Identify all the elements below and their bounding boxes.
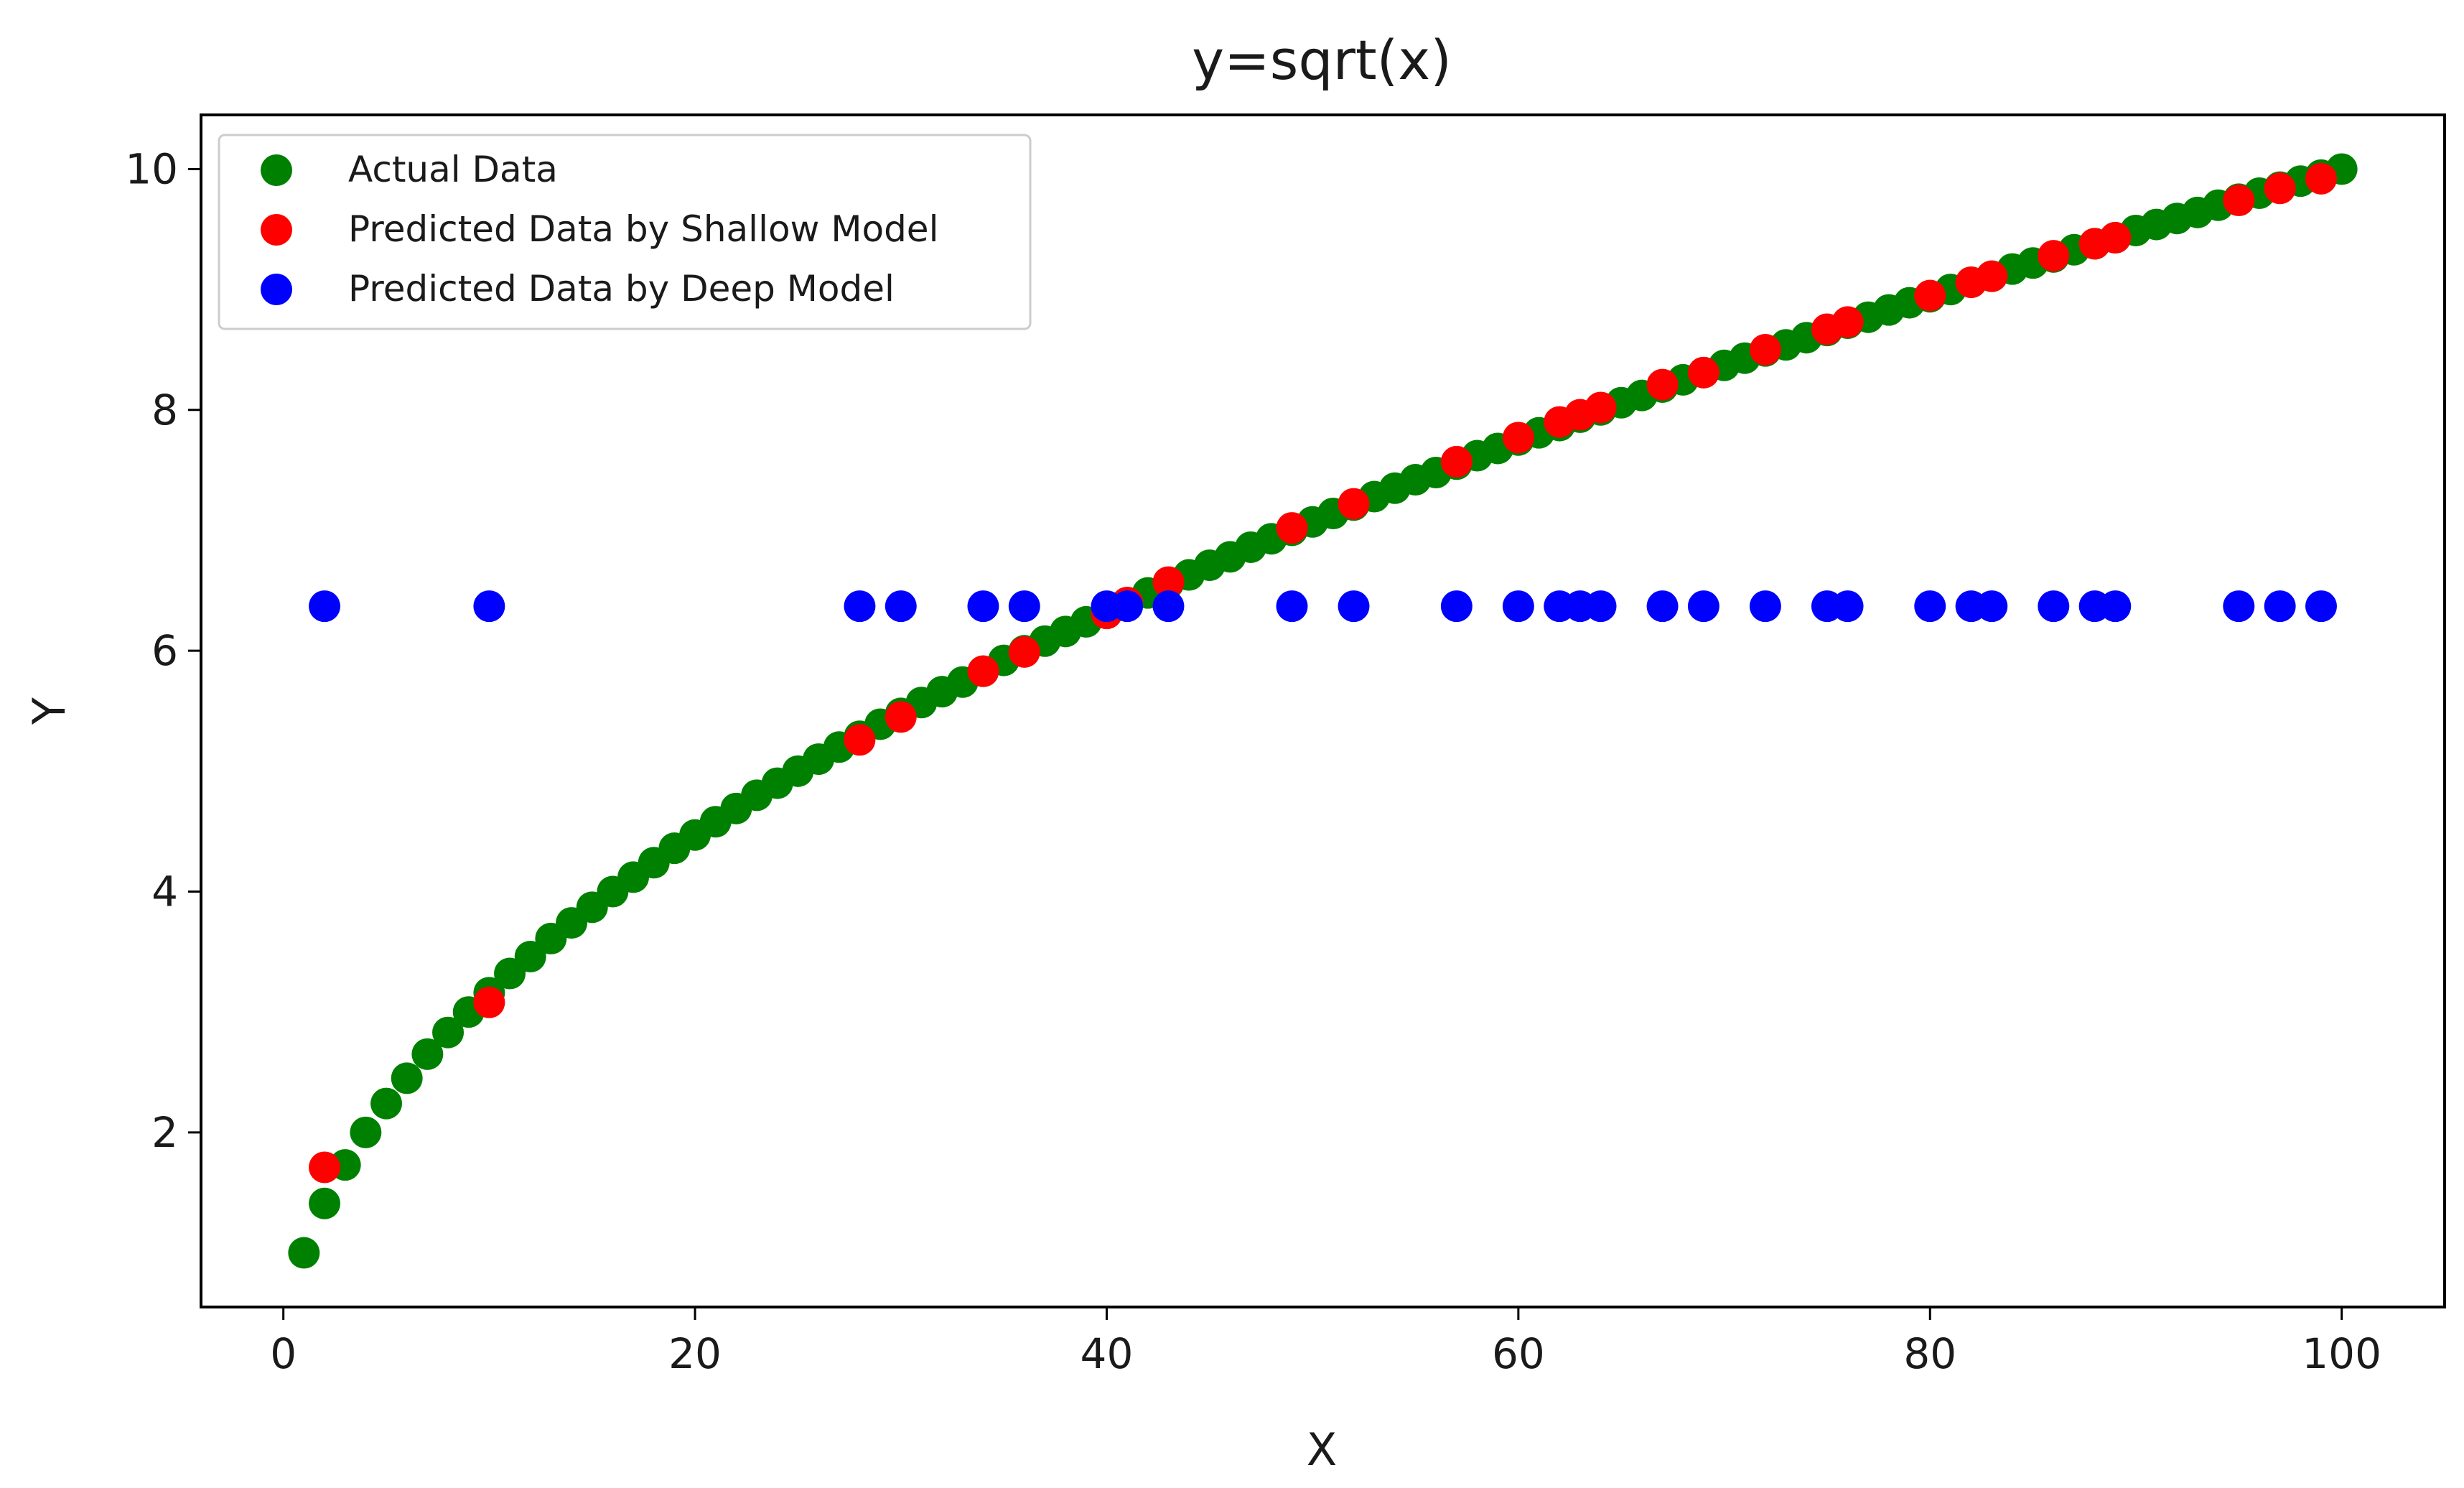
data-point xyxy=(1976,260,2008,292)
data-point xyxy=(2038,240,2070,272)
data-point xyxy=(1008,590,1040,623)
data-point xyxy=(1440,590,1473,623)
data-point xyxy=(1687,590,1719,623)
data-series xyxy=(288,153,2358,1269)
data-point xyxy=(844,590,876,623)
data-point xyxy=(1749,333,1781,366)
series-predicted-data-by-deep-model xyxy=(309,590,2337,623)
data-point xyxy=(2223,590,2255,623)
data-point xyxy=(1976,590,2008,623)
data-point xyxy=(1152,590,1185,623)
data-point xyxy=(1585,391,1617,424)
x-axis-ticks: 0 20 40 60 80 100 xyxy=(270,1307,2381,1378)
data-point xyxy=(1914,279,1946,312)
data-point xyxy=(391,1062,423,1094)
series-predicted-data-by-shallow-model xyxy=(309,162,2337,1184)
data-point xyxy=(885,590,917,623)
data-point xyxy=(1152,566,1185,598)
x-tick-label: 40 xyxy=(1081,1329,1134,1378)
legend: Actual Data Predicted Data by Shallow Mo… xyxy=(218,134,1032,330)
data-point xyxy=(1502,590,1534,623)
legend-marker-deep xyxy=(261,274,292,305)
data-point xyxy=(2223,185,2255,217)
x-tick-label: 20 xyxy=(668,1329,722,1378)
data-point xyxy=(1276,512,1308,544)
y-axis-ticks: 2 4 6 8 10 xyxy=(125,144,201,1157)
y-tick-label: 10 xyxy=(125,144,178,193)
legend-label-deep: Predicted Data by Deep Model xyxy=(348,268,895,310)
legend-marker-actual xyxy=(261,154,292,186)
data-point xyxy=(514,941,546,973)
data-point xyxy=(288,1237,320,1269)
y-tick-label: 6 xyxy=(151,626,178,675)
data-point xyxy=(1749,590,1781,623)
data-point xyxy=(2099,590,2132,623)
x-tick-label: 100 xyxy=(2302,1329,2381,1378)
data-point xyxy=(1276,590,1308,623)
data-point xyxy=(350,1116,382,1148)
data-point xyxy=(1502,422,1534,454)
data-point xyxy=(2038,590,2070,623)
data-point xyxy=(2099,222,2132,254)
data-point xyxy=(473,590,505,623)
data-point xyxy=(1585,590,1617,623)
data-point xyxy=(2305,590,2337,623)
data-point xyxy=(309,1151,341,1184)
data-point xyxy=(1338,590,1370,623)
data-point xyxy=(1338,488,1370,520)
data-point xyxy=(432,1016,465,1048)
y-tick-label: 8 xyxy=(151,386,178,434)
data-point xyxy=(2264,590,2296,623)
data-point xyxy=(1646,590,1679,623)
x-tick-label: 0 xyxy=(270,1329,297,1378)
data-point xyxy=(1687,356,1719,389)
data-point xyxy=(309,1187,341,1219)
data-point xyxy=(1831,590,1864,623)
chart-title: y=sqrt(x) xyxy=(1192,28,1452,92)
y-tick-label: 4 xyxy=(151,868,178,916)
data-point xyxy=(885,701,917,733)
data-point xyxy=(844,724,876,756)
data-point xyxy=(1914,590,1946,623)
legend-box xyxy=(218,134,1032,330)
data-point xyxy=(2305,162,2337,195)
data-point xyxy=(1831,306,1864,338)
data-point xyxy=(309,590,341,623)
data-point xyxy=(967,590,999,623)
legend-label-shallow: Predicted Data by Shallow Model xyxy=(348,208,938,250)
data-point xyxy=(473,986,505,1018)
data-point xyxy=(1440,445,1473,478)
x-axis-label: X xyxy=(1307,1423,1337,1476)
y-tick-label: 2 xyxy=(151,1108,178,1157)
data-point xyxy=(967,655,999,687)
data-point xyxy=(1111,590,1144,623)
legend-label-actual: Actual Data xyxy=(348,149,558,190)
x-tick-label: 60 xyxy=(1492,1329,1545,1378)
data-point xyxy=(1646,368,1679,401)
data-point xyxy=(370,1087,403,1120)
data-point xyxy=(2264,172,2296,205)
data-point xyxy=(411,1038,444,1070)
y-axis-label: Y xyxy=(23,697,75,725)
x-tick-label: 80 xyxy=(1903,1329,1956,1378)
legend-marker-shallow xyxy=(261,214,292,246)
data-point xyxy=(1008,636,1040,668)
